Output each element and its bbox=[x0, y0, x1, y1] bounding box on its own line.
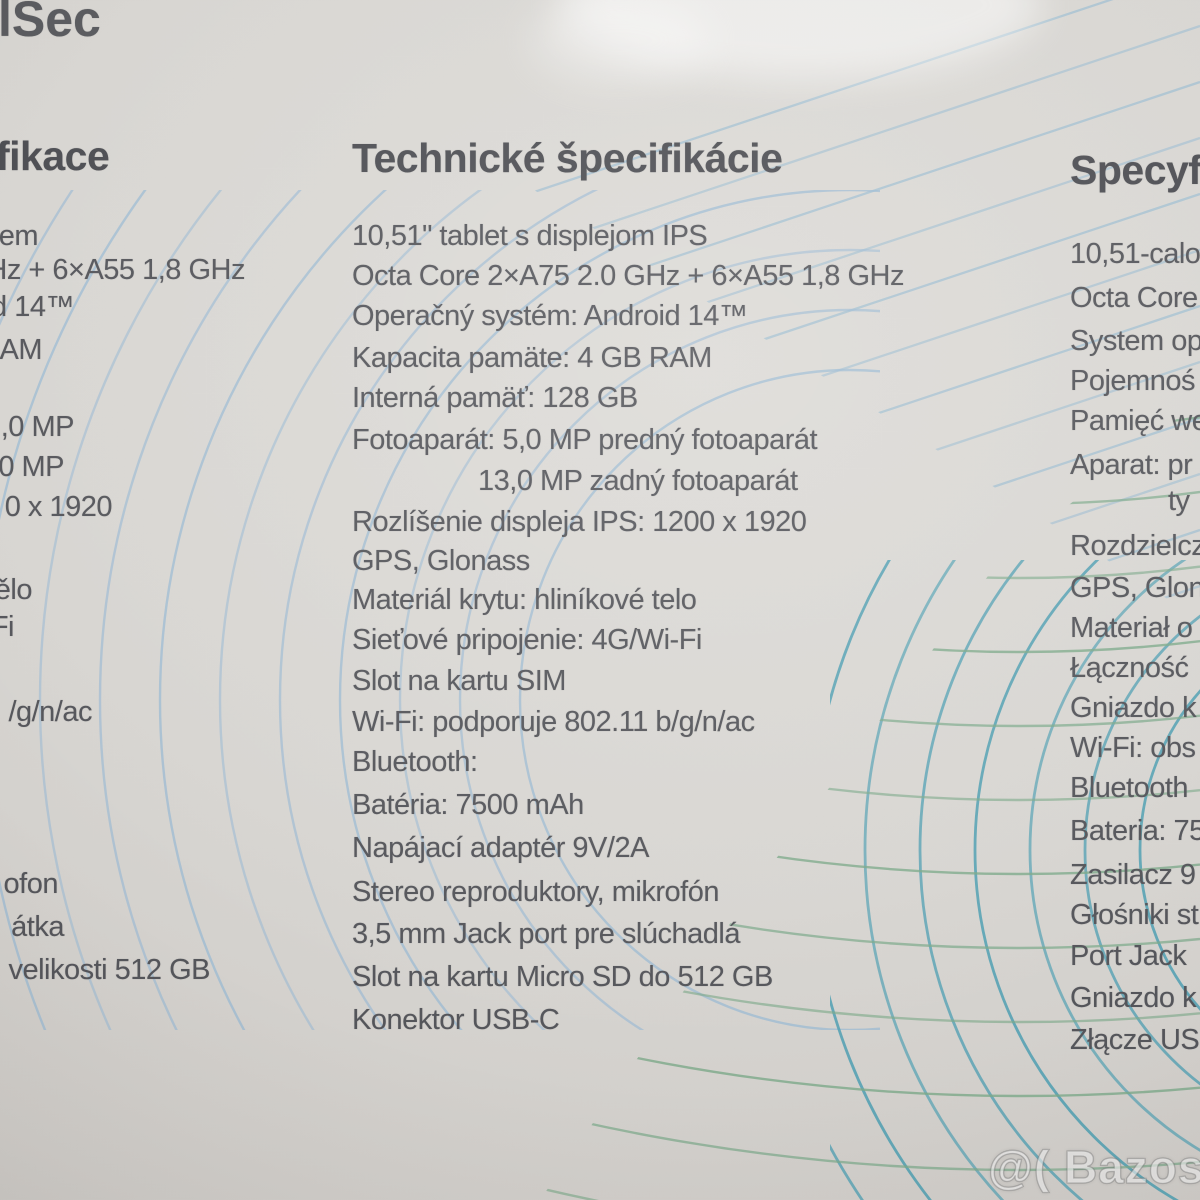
spec-line: ělo bbox=[0, 574, 33, 606]
spec-line: 0 x 1920 bbox=[4, 491, 113, 523]
spec-line: Sieťové pripojenie: 4G/Wi-Fi bbox=[352, 624, 702, 656]
spec-line: Pamięć we bbox=[1070, 405, 1200, 437]
spec-line: Łączność bbox=[1070, 652, 1189, 684]
spec-line: 10,51-calow bbox=[1070, 238, 1200, 270]
spec-line: 13,0 MP zadný fotoaparát bbox=[478, 465, 798, 497]
spec-line: Fotoaparát: 5,0 MP predný fotoaparát bbox=[352, 424, 818, 456]
spec-line: Wi-Fi: obs bbox=[1070, 732, 1196, 764]
spec-line: d 14™ bbox=[0, 291, 74, 323]
spec-line: ty bbox=[1168, 485, 1190, 517]
polish-heading-fragment: Specyf bbox=[1070, 147, 1200, 193]
spec-line: Fi bbox=[0, 611, 15, 643]
spec-line: System op bbox=[1070, 325, 1200, 357]
spec-line: Bluetooth bbox=[1070, 772, 1189, 804]
spec-line: Zasilacz 9 bbox=[1070, 859, 1196, 891]
curve-arc bbox=[863, 560, 1005, 1200]
curve-arc bbox=[540, 400, 1200, 1098]
czech-heading-fragment: fikace bbox=[0, 133, 110, 179]
teal-longitude-arcs-group bbox=[830, 560, 1200, 1200]
spec-line: /g/n/ac bbox=[8, 696, 92, 728]
curve-arc bbox=[1083, 614, 1200, 1086]
bazos-watermark: @( Bazos.sk bbox=[987, 1141, 1200, 1193]
spec-line: Bateria: 75 bbox=[1070, 815, 1200, 847]
curve-arc bbox=[99, 190, 302, 1030]
curve-arc bbox=[540, 400, 1200, 728]
spec-line: Rozlíšenie displeja IPS: 1200 x 1920 bbox=[352, 506, 807, 538]
spec-line: Gniazdo k bbox=[1070, 692, 1197, 724]
curve-arc bbox=[918, 560, 1084, 1200]
curve-arc bbox=[278, 190, 599, 1030]
curve-arc bbox=[540, 400, 1200, 802]
spec-line: Hz + 6×A55 1,8 GHz bbox=[0, 254, 245, 286]
curve-arc bbox=[1028, 560, 1200, 1152]
curve-arc bbox=[338, 190, 880, 1030]
spec-line: GPS, Glon bbox=[1070, 572, 1200, 604]
spec-line: Bluetooth: bbox=[352, 746, 478, 778]
curve-arc bbox=[398, 248, 880, 1030]
spec-line: GPS, Glonass bbox=[352, 545, 530, 577]
curve-arc bbox=[540, 400, 1200, 654]
curve-arc bbox=[540, 400, 1200, 1172]
spec-line: Pojemnoś bbox=[1070, 365, 1195, 397]
diagonal-line bbox=[240, 24, 1200, 428]
spec-line: 3,5 mm Jack port pre slúchadlá bbox=[352, 918, 740, 950]
spec-line: AM bbox=[0, 334, 42, 366]
paper-glare-small bbox=[530, 0, 710, 85]
curve-arc bbox=[218, 190, 483, 1030]
spec-line: ofon bbox=[3, 868, 59, 900]
curve-arc bbox=[518, 368, 880, 1030]
spec-line: Gniazdo k bbox=[1070, 982, 1197, 1014]
spec-line: Slot na kartu Micro SD do 512 GB bbox=[352, 961, 773, 993]
slovak-heading: Technické špecifikácie bbox=[352, 135, 783, 181]
spec-line: Materiál krytu: hliníkové telo bbox=[352, 584, 697, 616]
spec-line: Napájací adaptér 9V/2A bbox=[352, 832, 649, 864]
curve-arc bbox=[39, 190, 223, 1030]
spec-line: 10,51" tablet s displejom IPS bbox=[352, 220, 708, 252]
spec-line: Port Jack bbox=[1070, 940, 1187, 972]
spec-line: Kapacita pamäte: 4 GB RAM bbox=[352, 342, 712, 374]
spec-line: Stereo reproduktory, mikrofón bbox=[352, 876, 719, 908]
brand-name-fragment: lSec bbox=[0, 0, 101, 47]
spec-line: Batéria: 7500 mAh bbox=[352, 789, 584, 821]
curve-arc bbox=[1138, 689, 1200, 1011]
curve-arc bbox=[540, 400, 1200, 950]
spec-line: Octa Core 2×A75 2.0 GHz + 6×A55 1,8 GHz bbox=[352, 260, 904, 292]
curve-arc bbox=[540, 400, 1200, 1024]
curve-arc bbox=[458, 308, 880, 1030]
spec-line: Materiał o bbox=[1070, 612, 1193, 644]
curve-arc bbox=[540, 400, 1200, 876]
spec-line: Złącze US bbox=[1070, 1024, 1200, 1056]
spec-line: Aparat: pr bbox=[1070, 449, 1193, 481]
spec-line: Wi-Fi: podporuje 802.11 b/g/n/ac bbox=[352, 706, 755, 738]
spec-line: em bbox=[0, 220, 39, 252]
spec-line: Operačný systém: Android 14™ bbox=[352, 300, 748, 332]
spec-line: velikosti 512 GB bbox=[8, 954, 210, 986]
curve-arc bbox=[973, 560, 1180, 1200]
spec-line: Rozdzielcz bbox=[1070, 530, 1200, 562]
spec-line: Głośniki st bbox=[1070, 899, 1199, 931]
spec-line: ,0 MP bbox=[0, 411, 75, 443]
spec-line: Konektor USB-C bbox=[352, 1004, 560, 1036]
spec-line: átka bbox=[11, 911, 64, 943]
spec-line: Interná pamäť: 128 GB bbox=[352, 382, 638, 414]
spec-line: Slot na kartu SIM bbox=[352, 665, 566, 697]
curve-arc bbox=[540, 400, 1200, 580]
spec-line: 0 MP bbox=[0, 451, 64, 483]
spec-line: Octa Core bbox=[1070, 282, 1198, 314]
curve-arc bbox=[159, 190, 388, 1030]
